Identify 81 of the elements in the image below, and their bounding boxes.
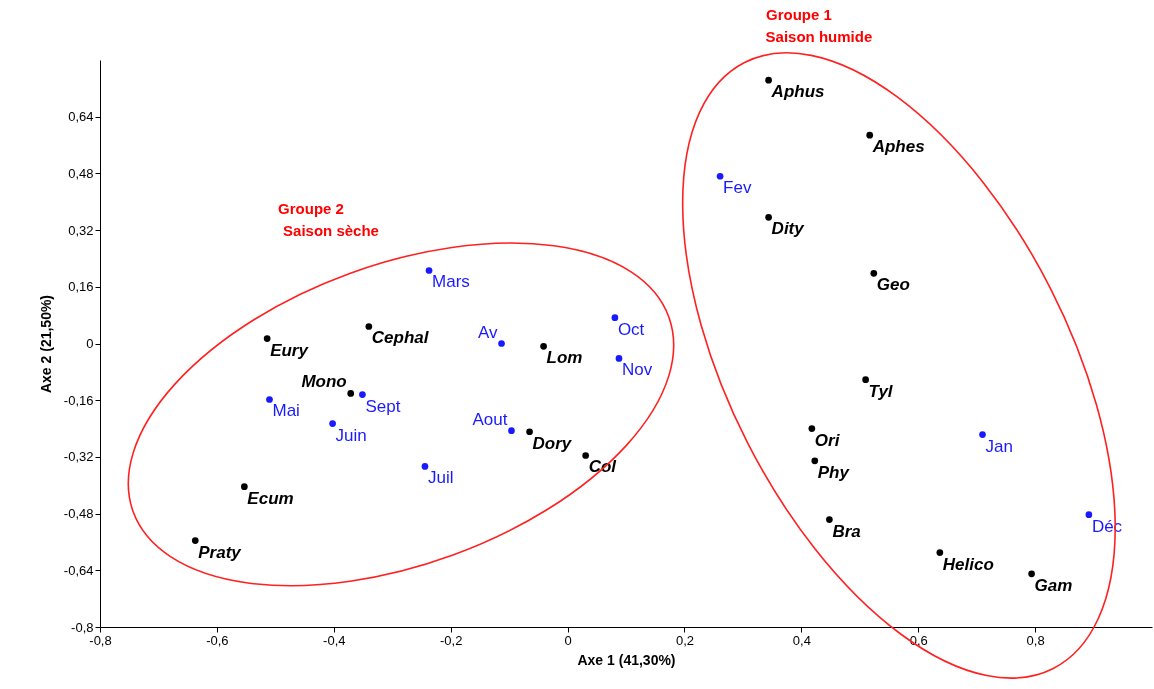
point: [498, 340, 505, 347]
point: [870, 269, 878, 277]
point: [191, 537, 199, 544]
x-tick-label: 0,8: [1026, 632, 1045, 648]
data-label: Av: [477, 322, 498, 342]
data-label: Dity: [771, 219, 806, 239]
point: [826, 516, 833, 523]
point: [421, 463, 429, 470]
x-tick-label: 0,4: [792, 632, 811, 648]
data-label: Lom: [546, 348, 583, 368]
point: [1028, 570, 1035, 578]
data-label: Jan: [985, 436, 1013, 456]
data-label: Nov: [621, 360, 653, 380]
point: [526, 428, 533, 436]
point: [508, 427, 515, 435]
point: [716, 172, 724, 180]
y-tick-label: 0: [86, 336, 94, 351]
data-label: Aphes: [871, 137, 925, 157]
x-tick-label: -0,6: [206, 632, 229, 648]
point: [540, 342, 547, 350]
point: [808, 425, 816, 432]
x-tick-label: -0,4: [323, 632, 346, 648]
data-label: Phy: [817, 462, 851, 482]
data-label: Tyl: [868, 381, 894, 401]
data-label: Helico: [942, 554, 994, 574]
y-tick-label: -0,32: [63, 449, 94, 465]
y-tick-label: -0,16: [63, 392, 94, 408]
data-label: Sept: [365, 396, 401, 416]
data-label: Mars: [432, 272, 470, 292]
y-tick-label: -0,8: [71, 619, 94, 635]
point: [611, 314, 619, 321]
point: [425, 267, 433, 274]
y-tick-label: 0,16: [68, 279, 94, 295]
x-tick-label: -0,8: [89, 632, 112, 648]
point: [582, 452, 590, 459]
data-label: Praty: [198, 542, 243, 562]
x-tick-label: 0,2: [675, 632, 694, 648]
data-label: Aout: [472, 409, 508, 429]
text: Groupe 1 Saison humide: [765, 6, 873, 46]
point: [263, 335, 271, 342]
y-axis-title: Axe 2 (21,50%): [37, 294, 54, 394]
point: [1085, 511, 1093, 519]
data-label: Juil: [427, 468, 454, 488]
x-tick-label: -0,2: [439, 632, 463, 648]
data-label: Eury: [270, 340, 310, 360]
data-label: Fev: [723, 178, 752, 198]
x-tick-label: 0,6: [909, 632, 928, 648]
y-tick-label: -0,64: [63, 562, 94, 578]
point: [365, 323, 373, 330]
data-label: Juin: [335, 425, 367, 445]
y-tick-label: 0,64: [68, 109, 94, 125]
y-tick-label: -0,48: [63, 506, 94, 522]
point: [811, 457, 819, 465]
data-label: Ori: [814, 430, 841, 450]
point: [359, 391, 366, 398]
point: [866, 131, 874, 139]
data-label: Oct: [617, 319, 645, 339]
x-tick-label: 0: [564, 632, 572, 648]
point: [615, 355, 623, 362]
point: [241, 483, 248, 491]
point: [266, 396, 273, 403]
data-label: Bra: [832, 521, 861, 541]
data-label: Mai: [272, 401, 300, 421]
data-label: Geo: [876, 275, 910, 295]
point: [765, 214, 772, 221]
point: [329, 420, 336, 427]
annotation: Groupe 2 Saison sèche: [278, 200, 379, 240]
data-label: Dory: [532, 433, 573, 453]
point: [347, 390, 355, 397]
point: [765, 76, 772, 84]
point: [979, 431, 986, 438]
data-label: Cephal: [371, 328, 430, 348]
data-label: Gam: [1034, 575, 1073, 595]
data-label: Mono: [301, 372, 347, 392]
y-tick-label: 0,32: [68, 222, 94, 238]
x-axis-title: Axe 1 (41,30%): [577, 651, 676, 668]
data-label: Aphus: [770, 82, 825, 102]
point: [936, 549, 944, 556]
point: [862, 376, 869, 383]
y-tick-label: 0,48: [68, 165, 94, 181]
data-label: Ecum: [247, 488, 294, 508]
